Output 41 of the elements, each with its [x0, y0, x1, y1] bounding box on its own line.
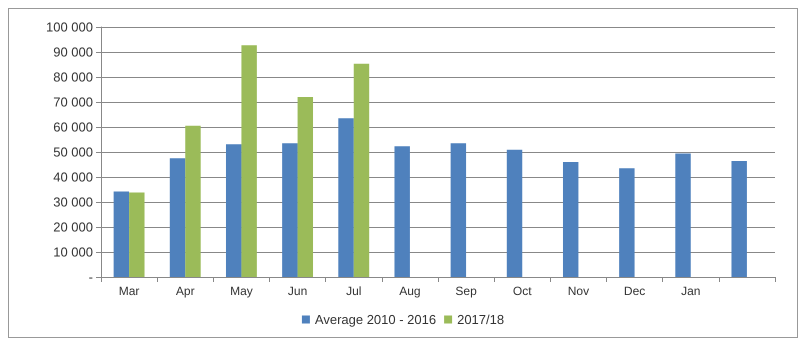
x-tick-label: Apr: [176, 284, 195, 298]
x-tick-label: Jan: [681, 284, 700, 298]
y-tick-label: 60 000: [53, 120, 93, 134]
bar: [282, 143, 298, 277]
bar: [354, 64, 370, 277]
bar: [298, 97, 314, 277]
x-tick-label: Mar: [118, 284, 140, 298]
bar: [562, 162, 578, 277]
x-tick-label: Jun: [288, 284, 308, 298]
y-tick-label: 10 000: [53, 244, 93, 260]
bar: [129, 192, 145, 277]
bar: [450, 143, 466, 277]
x-tick-label: Oct: [512, 284, 532, 298]
y-tick-label: 90 000: [53, 44, 93, 60]
bar: [114, 192, 130, 277]
y-tick-label: 40 000: [53, 170, 93, 184]
y-tick-label: 30 000: [53, 194, 93, 210]
bar: [170, 158, 186, 277]
bar: [619, 168, 635, 277]
bar: [506, 150, 522, 277]
x-tick-label: Aug: [399, 284, 421, 298]
x-tick-label: Sep: [455, 284, 478, 298]
y-tick-label: 50 000: [53, 144, 93, 160]
y-tick-label: 80 000: [53, 70, 93, 84]
x-tick-label: Jul: [346, 284, 362, 298]
y-tick-label: 70 000: [53, 94, 93, 110]
y-tick-label: 20 000: [53, 220, 93, 234]
bar: [731, 161, 747, 277]
bar: [394, 146, 410, 277]
y-tick-label: -: [88, 270, 93, 284]
x-tick-label: May: [230, 284, 253, 298]
legend-label: 2017/18: [457, 312, 504, 327]
bar: [226, 144, 242, 277]
legend-label: Average 2010 - 2016: [314, 312, 436, 327]
x-tick-label: Nov: [568, 284, 590, 298]
bar: [338, 118, 354, 277]
bar: [675, 154, 691, 277]
bar: [185, 126, 201, 277]
y-tick-label: 100 000: [46, 20, 93, 34]
bar: [241, 45, 257, 277]
x-tick-label: Dec: [624, 284, 646, 298]
